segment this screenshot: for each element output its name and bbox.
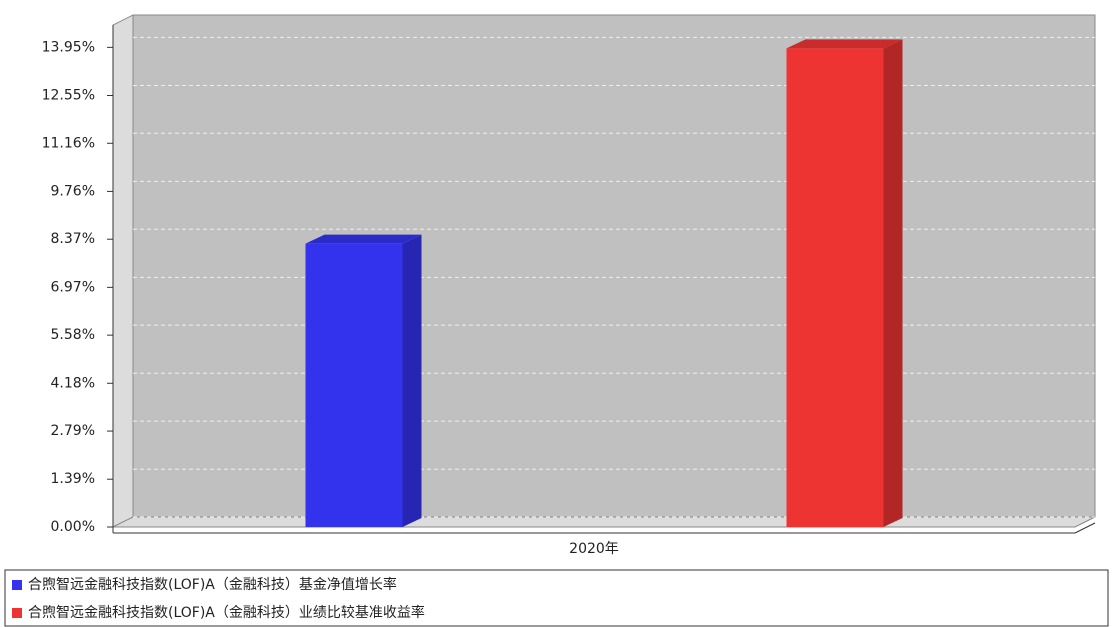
y-tick-label: 8.37%: [51, 231, 95, 247]
x-axis-depth: [1074, 522, 1096, 534]
y-tick-label: 12.55%: [42, 87, 95, 103]
legend-swatch: [12, 580, 22, 590]
bar-top: [305, 234, 422, 244]
bar-top: [786, 39, 903, 49]
bar: [786, 48, 884, 527]
y-tick-label: 9.76%: [51, 183, 95, 199]
bar: [305, 243, 403, 528]
y-tick-label: 1.39%: [51, 471, 95, 487]
bar-side: [402, 234, 422, 528]
x-tick-label: 2020年: [569, 541, 619, 557]
left-wall: [112, 14, 134, 528]
y-tick-label: 2.79%: [51, 423, 95, 439]
y-tick-label: 4.18%: [51, 375, 95, 391]
back-wall: [132, 14, 1096, 518]
y-tick-label: 6.97%: [51, 279, 95, 295]
bar-side: [883, 39, 903, 527]
y-tick-label: 0.00%: [51, 519, 95, 535]
y-tick-label: 11.16%: [42, 135, 95, 151]
floor: [112, 516, 1096, 528]
legend-box: [4, 569, 1109, 627]
y-tick-label: 5.58%: [51, 327, 95, 343]
legend-swatch: [12, 608, 22, 618]
legend-label: 合煦智远金融科技指数(LOF)A（金融科技）业绩比较基准收益率: [28, 604, 425, 621]
y-tick-label: 13.95%: [42, 39, 95, 55]
legend-label: 合煦智远金融科技指数(LOF)A（金融科技）基金净值增长率: [28, 576, 397, 593]
